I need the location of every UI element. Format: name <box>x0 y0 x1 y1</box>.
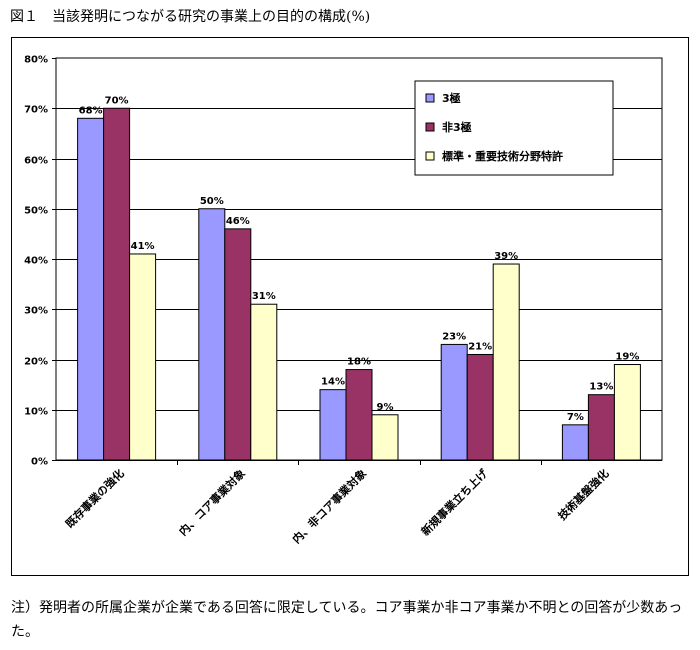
y-tick-label: 20% <box>24 357 48 368</box>
data-labels: 68%70% 41% 50%46% 31% 14%18% 9% 23%21% 39% 7% 13%… <box>79 95 640 423</box>
bar <box>345 369 373 461</box>
bar <box>77 117 105 461</box>
legend-label: 非3極 <box>442 120 472 134</box>
legend-swatch <box>425 122 435 132</box>
bar <box>250 303 278 461</box>
bars <box>77 107 641 461</box>
bar-chart: 68%70%41%50%46%31%14%18%9%23%21%39%7%13%… <box>24 55 663 546</box>
bar <box>613 364 641 461</box>
bar <box>561 424 589 461</box>
bar <box>492 263 520 461</box>
x-category-label: 新規事業立ち上げ <box>418 466 491 539</box>
y-tick-label: 80% <box>24 55 48 66</box>
y-tick-label: 30% <box>24 306 48 317</box>
axes <box>52 58 662 465</box>
data-label: 50% <box>200 196 224 207</box>
bar <box>440 343 468 461</box>
bar <box>371 414 399 461</box>
bar <box>319 389 347 461</box>
x-category-label: 内、非コア事業対象 <box>289 466 369 546</box>
data-label: 9% <box>377 402 394 413</box>
data-label: 68% <box>79 105 103 116</box>
data-label: 21% <box>468 341 492 352</box>
y-tick-label: 60% <box>24 156 48 167</box>
bar <box>587 394 615 461</box>
figure-title: 図１ 当該発明につながる研究の事業上の目的の構成(%) <box>10 9 371 25</box>
data-label: 13% <box>589 382 613 393</box>
y-tick-label: 0% <box>31 457 48 468</box>
data-label: 14% <box>321 377 345 388</box>
y-tick-label: 40% <box>24 256 48 267</box>
x-category-label: 内、コア事業対象 <box>176 466 248 538</box>
data-label: 19% <box>615 352 639 363</box>
footnote: 注）発明者の所属企業が企業である回答に限定している。コア事業か非コア事業か不明と… <box>11 600 683 640</box>
data-label: 31% <box>252 291 276 302</box>
bar <box>198 208 226 461</box>
bar <box>466 353 494 461</box>
legend-box <box>414 80 614 176</box>
y-tick-label: 50% <box>24 206 48 217</box>
data-label: 23% <box>442 331 466 342</box>
x-category-label: 技術基盤強化 <box>555 466 612 523</box>
y-tick-label: 10% <box>24 407 48 418</box>
legend-swatch <box>425 151 435 161</box>
data-label: 46% <box>226 216 250 227</box>
data-label: 18% <box>347 357 371 368</box>
data-label: 7% <box>567 412 584 423</box>
legend-swatch <box>425 93 435 103</box>
bar <box>224 228 252 461</box>
data-label: 41% <box>131 241 155 252</box>
chart-frame: 68% 70% 41% 50% 46% 31% 14% 18% 9% 23% 21% 39% 7% 13%… <box>11 37 689 576</box>
legend-label: 3極 <box>442 91 461 105</box>
bar <box>103 107 131 461</box>
data-label: 70% <box>105 95 129 106</box>
legend-label: 標準・重要技術分野特許 <box>442 149 563 163</box>
y-tick-label: 70% <box>24 105 48 116</box>
data-label: 39% <box>494 251 518 262</box>
bar <box>129 253 157 461</box>
x-category-label: 既存事業の強化 <box>62 466 126 530</box>
